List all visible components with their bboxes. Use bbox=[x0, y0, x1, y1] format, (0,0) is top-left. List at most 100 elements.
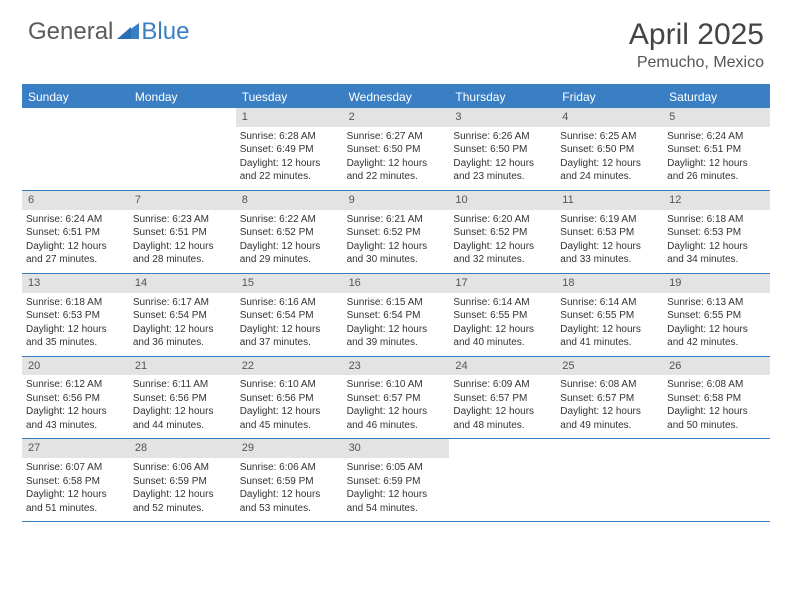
logo-text-blue: Blue bbox=[141, 18, 189, 46]
day-number: 1 bbox=[236, 108, 343, 127]
sunrise-line: Sunrise: 6:18 AM bbox=[667, 213, 766, 227]
weekday-header: Saturday bbox=[663, 86, 770, 108]
sunset-line: Sunset: 6:59 PM bbox=[240, 475, 339, 489]
sunset-line: Sunset: 6:53 PM bbox=[667, 226, 766, 240]
sunset-line: Sunset: 6:55 PM bbox=[667, 309, 766, 323]
sunset-line: Sunset: 6:51 PM bbox=[133, 226, 232, 240]
day-cell: 7 Sunrise: 6:23 AMSunset: 6:51 PMDaylight… bbox=[129, 191, 236, 273]
day-cell: 20Sunrise: 6:12 AMSunset: 6:56 PMDayligh… bbox=[22, 357, 129, 439]
sunset-line: Sunset: 6:57 PM bbox=[347, 392, 446, 406]
sunrise-line: Sunrise: 6:24 AM bbox=[26, 213, 125, 227]
daylight-line: Daylight: 12 hours and 37 minutes. bbox=[240, 323, 339, 350]
week-row: 20Sunrise: 6:12 AMSunset: 6:56 PMDayligh… bbox=[22, 357, 770, 440]
sunset-line: Sunset: 6:51 PM bbox=[667, 143, 766, 157]
sunrise-line: Sunrise: 6:12 AM bbox=[26, 378, 125, 392]
sunset-line: Sunset: 6:50 PM bbox=[560, 143, 659, 157]
daylight-line: Daylight: 12 hours and 49 minutes. bbox=[560, 405, 659, 432]
daylight-line: Daylight: 12 hours and 33 minutes. bbox=[560, 240, 659, 267]
day-number: 8 bbox=[236, 191, 343, 210]
day-number: 24 bbox=[449, 357, 556, 376]
day-cell: 14Sunrise: 6:17 AMSunset: 6:54 PMDayligh… bbox=[129, 274, 236, 356]
sunset-line: Sunset: 6:50 PM bbox=[453, 143, 552, 157]
daylight-line: Daylight: 12 hours and 46 minutes. bbox=[347, 405, 446, 432]
day-number: 28 bbox=[129, 439, 236, 458]
sunrise-line: Sunrise: 6:19 AM bbox=[560, 213, 659, 227]
sunrise-line: Sunrise: 6:05 AM bbox=[347, 461, 446, 475]
sunrise-line: Sunrise: 6:10 AM bbox=[240, 378, 339, 392]
daylight-line: Daylight: 12 hours and 51 minutes. bbox=[26, 488, 125, 515]
weekday-header-row: Sunday Monday Tuesday Wednesday Thursday… bbox=[22, 86, 770, 108]
day-cell: 2Sunrise: 6:27 AMSunset: 6:50 PMDaylight… bbox=[343, 108, 450, 190]
day-cell: 13Sunrise: 6:18 AMSunset: 6:53 PMDayligh… bbox=[22, 274, 129, 356]
week-row: 1Sunrise: 6:28 AMSunset: 6:49 PMDaylight… bbox=[22, 108, 770, 191]
daylight-line: Daylight: 12 hours and 41 minutes. bbox=[560, 323, 659, 350]
day-cell: 3Sunrise: 6:26 AMSunset: 6:50 PMDaylight… bbox=[449, 108, 556, 190]
sunset-line: Sunset: 6:58 PM bbox=[667, 392, 766, 406]
weekday-header: Sunday bbox=[22, 86, 129, 108]
day-number: 7 bbox=[129, 191, 236, 210]
calendar: Sunday Monday Tuesday Wednesday Thursday… bbox=[22, 86, 770, 522]
location-subtitle: Pemucho, Mexico bbox=[629, 54, 764, 72]
sunrise-line: Sunrise: 6:14 AM bbox=[453, 296, 552, 310]
daylight-line: Daylight: 12 hours and 48 minutes. bbox=[453, 405, 552, 432]
day-cell: 26Sunrise: 6:08 AMSunset: 6:58 PMDayligh… bbox=[663, 357, 770, 439]
daylight-line: Daylight: 12 hours and 22 minutes. bbox=[347, 157, 446, 184]
day-cell: 19Sunrise: 6:13 AMSunset: 6:55 PMDayligh… bbox=[663, 274, 770, 356]
sunrise-line: Sunrise: 6:15 AM bbox=[347, 296, 446, 310]
daylight-line: Daylight: 12 hours and 35 minutes. bbox=[26, 323, 125, 350]
daylight-line: Daylight: 12 hours and 23 minutes. bbox=[453, 157, 552, 184]
sunset-line: Sunset: 6:50 PM bbox=[347, 143, 446, 157]
daylight-line: Daylight: 12 hours and 44 minutes. bbox=[133, 405, 232, 432]
logo: General Blue bbox=[28, 18, 189, 46]
logo-triangle-icon bbox=[117, 21, 139, 44]
daylight-line: Daylight: 12 hours and 52 minutes. bbox=[133, 488, 232, 515]
sunset-line: Sunset: 6:54 PM bbox=[347, 309, 446, 323]
sunset-line: Sunset: 6:52 PM bbox=[347, 226, 446, 240]
day-cell: 22Sunrise: 6:10 AMSunset: 6:56 PMDayligh… bbox=[236, 357, 343, 439]
sunset-line: Sunset: 6:55 PM bbox=[453, 309, 552, 323]
week-row: 27Sunrise: 6:07 AMSunset: 6:58 PMDayligh… bbox=[22, 439, 770, 522]
sunset-line: Sunset: 6:52 PM bbox=[240, 226, 339, 240]
week-row: 13Sunrise: 6:18 AMSunset: 6:53 PMDayligh… bbox=[22, 274, 770, 357]
day-number: 6 bbox=[22, 191, 129, 210]
logo-text-general: General bbox=[28, 18, 113, 46]
day-number: 17 bbox=[449, 274, 556, 293]
daylight-line: Daylight: 12 hours and 28 minutes. bbox=[133, 240, 232, 267]
sunrise-line: Sunrise: 6:14 AM bbox=[560, 296, 659, 310]
weekday-header: Monday bbox=[129, 86, 236, 108]
daylight-line: Daylight: 12 hours and 40 minutes. bbox=[453, 323, 552, 350]
day-cell bbox=[129, 108, 236, 190]
daylight-line: Daylight: 12 hours and 30 minutes. bbox=[347, 240, 446, 267]
sunrise-line: Sunrise: 6:28 AM bbox=[240, 130, 339, 144]
day-cell: 21Sunrise: 6:11 AMSunset: 6:56 PMDayligh… bbox=[129, 357, 236, 439]
sunset-line: Sunset: 6:58 PM bbox=[26, 475, 125, 489]
sunset-line: Sunset: 6:56 PM bbox=[240, 392, 339, 406]
sunrise-line: Sunrise: 6:23 AM bbox=[133, 213, 232, 227]
sunrise-line: Sunrise: 6:08 AM bbox=[560, 378, 659, 392]
day-cell: 28Sunrise: 6:06 AMSunset: 6:59 PMDayligh… bbox=[129, 439, 236, 521]
weekday-header: Friday bbox=[556, 86, 663, 108]
sunrise-line: Sunrise: 6:09 AM bbox=[453, 378, 552, 392]
sunrise-line: Sunrise: 6:27 AM bbox=[347, 130, 446, 144]
day-number: 5 bbox=[663, 108, 770, 127]
daylight-line: Daylight: 12 hours and 32 minutes. bbox=[453, 240, 552, 267]
day-number: 12 bbox=[663, 191, 770, 210]
daylight-line: Daylight: 12 hours and 22 minutes. bbox=[240, 157, 339, 184]
month-title: April 2025 bbox=[629, 18, 764, 52]
weekday-header: Wednesday bbox=[343, 86, 450, 108]
daylight-line: Daylight: 12 hours and 27 minutes. bbox=[26, 240, 125, 267]
day-cell bbox=[449, 439, 556, 521]
title-block: April 2025 Pemucho, Mexico bbox=[629, 18, 764, 72]
day-cell: 5Sunrise: 6:24 AMSunset: 6:51 PMDaylight… bbox=[663, 108, 770, 190]
daylight-line: Daylight: 12 hours and 43 minutes. bbox=[26, 405, 125, 432]
day-number: 10 bbox=[449, 191, 556, 210]
day-cell: 4Sunrise: 6:25 AMSunset: 6:50 PMDaylight… bbox=[556, 108, 663, 190]
day-cell: 18Sunrise: 6:14 AMSunset: 6:55 PMDayligh… bbox=[556, 274, 663, 356]
sunrise-line: Sunrise: 6:22 AM bbox=[240, 213, 339, 227]
day-cell: 16Sunrise: 6:15 AMSunset: 6:54 PMDayligh… bbox=[343, 274, 450, 356]
header: General Blue April 2025 Pemucho, Mexico bbox=[0, 0, 792, 78]
sunrise-line: Sunrise: 6:13 AM bbox=[667, 296, 766, 310]
sunset-line: Sunset: 6:49 PM bbox=[240, 143, 339, 157]
sunset-line: Sunset: 6:53 PM bbox=[560, 226, 659, 240]
sunrise-line: Sunrise: 6:07 AM bbox=[26, 461, 125, 475]
